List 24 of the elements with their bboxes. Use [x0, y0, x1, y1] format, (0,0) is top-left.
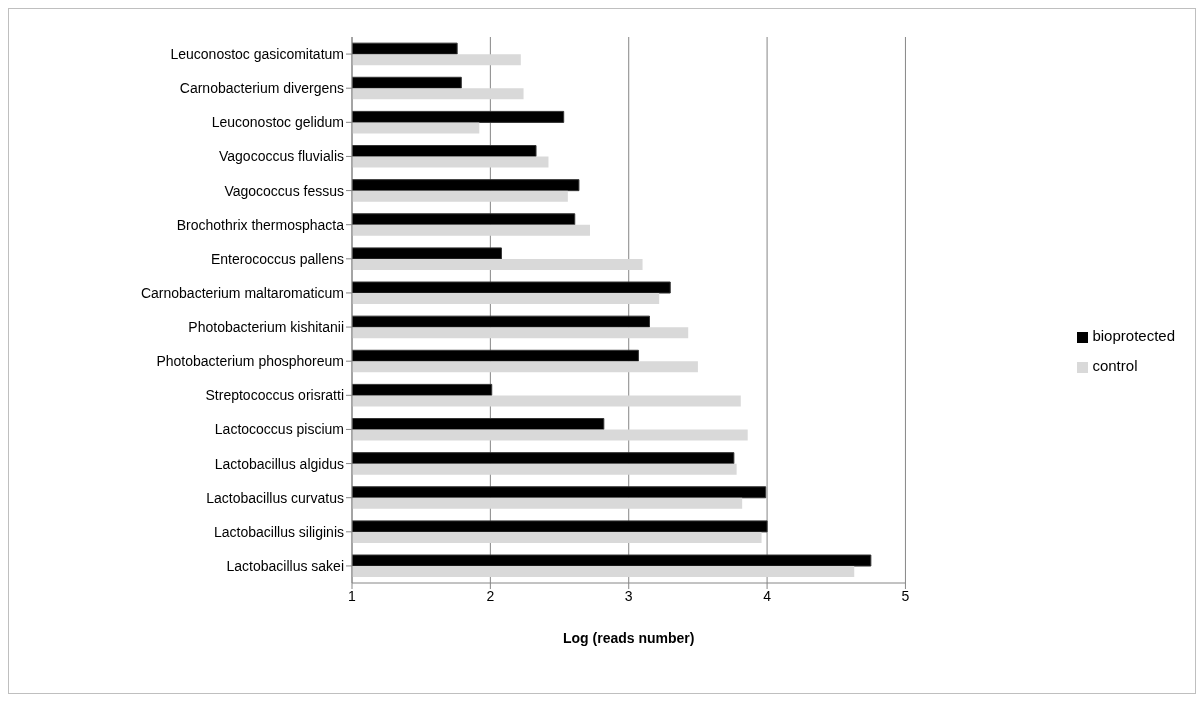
y-tick-label: Carnobacterium maltaromaticum: [140, 284, 344, 301]
y-tick-label: Carnobacterium divergens: [179, 80, 344, 97]
y-tick-label: Brochothrix thermosphacta: [176, 216, 345, 233]
y-tick-label: Photobacterium kishitanii: [188, 319, 344, 336]
y-tick-label: Enterococcus pallens: [210, 250, 344, 267]
x-tick-label: 1: [348, 587, 357, 604]
y-tick-label: Lactobacillus siliginis: [214, 523, 344, 540]
y-tick-label: Vagococcus fluvialis: [218, 148, 344, 165]
y-tick-label: Leuconostoc gasicomitatum: [170, 46, 344, 63]
y-tick-label: Streptococcus orisratti: [205, 387, 344, 404]
legend-label: control: [1092, 357, 1138, 374]
x-axis-title: Log (reads number): [562, 630, 695, 646]
y-tick-label: Lactobacillus algidus: [214, 455, 344, 472]
y-tick-label: Vagococcus fessus: [224, 182, 344, 199]
y-tick-label: Lactobacillus curvatus: [206, 489, 344, 506]
x-tick-label: 3: [624, 587, 633, 604]
x-tick-label: 4: [763, 587, 772, 604]
y-tick-label: Lactococcus piscium: [214, 421, 344, 438]
legend-label: bioprotected: [1092, 327, 1175, 344]
y-tick-label: Lactobacillus sakei: [226, 557, 344, 574]
x-tick-label: 2: [486, 587, 495, 604]
y-tick-label: Photobacterium phosphoreum: [156, 353, 344, 370]
x-tick-label: 5: [901, 587, 910, 604]
y-tick-label: Leuconostoc gelidum: [211, 114, 344, 131]
